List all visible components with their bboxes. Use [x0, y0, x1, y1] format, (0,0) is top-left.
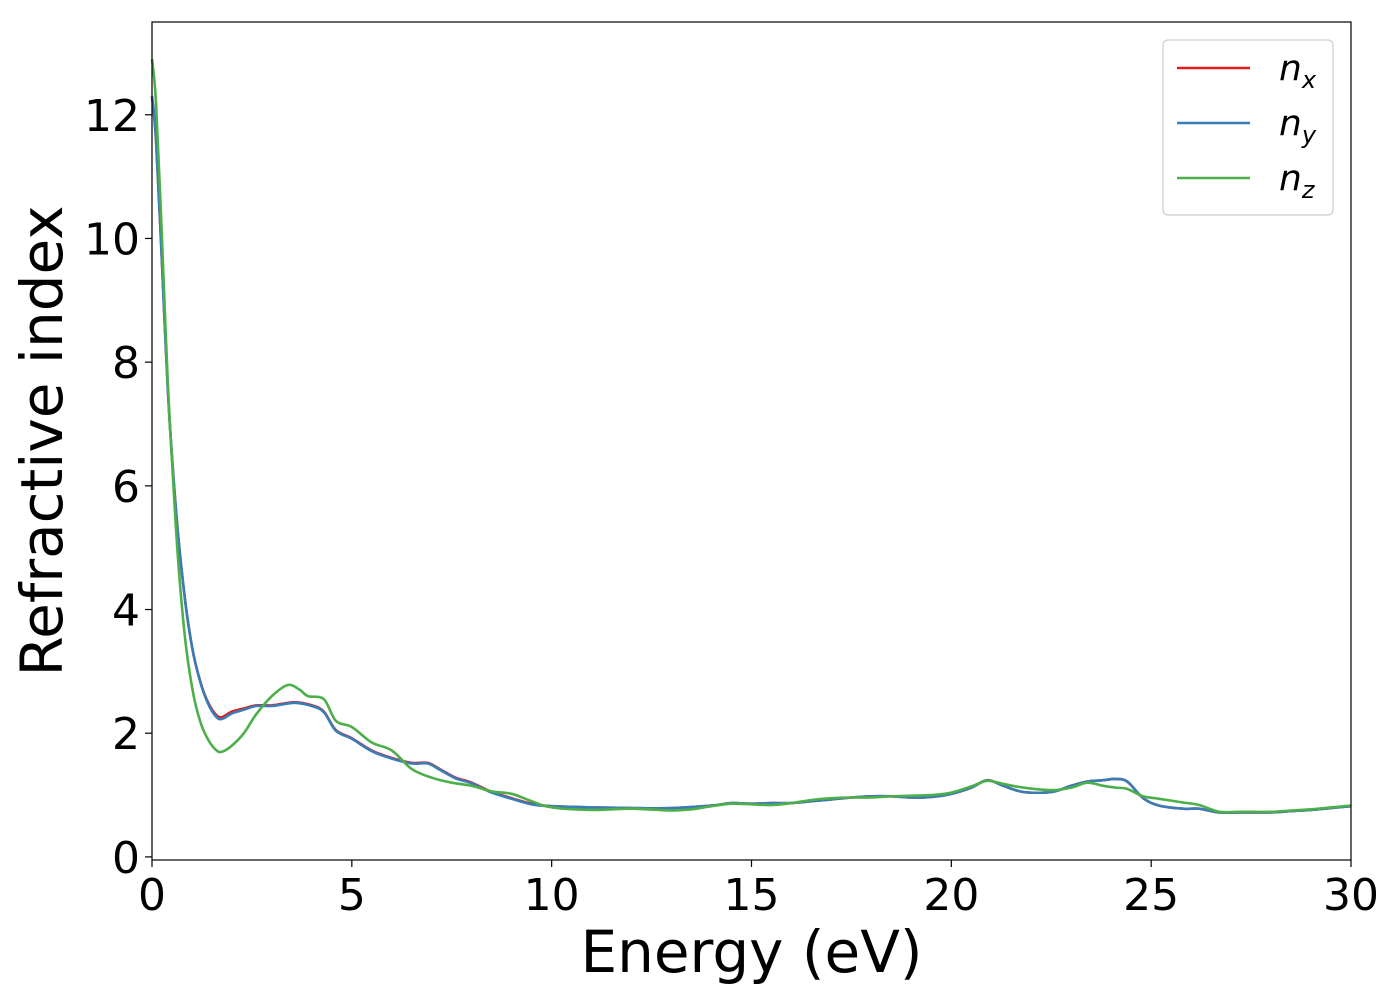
x-tick-label: 5: [338, 870, 366, 921]
y-tick-label: 12: [84, 91, 140, 142]
legend-box: [1162, 39, 1334, 216]
x-axis-ticks: 0 5 10 15 20 25 30: [138, 860, 1379, 921]
x-tick-label: 20: [923, 870, 979, 921]
y-tick-label: 2: [112, 709, 140, 760]
legend-label-z: nz: [1279, 158, 1316, 204]
y-tick-label: 4: [112, 586, 140, 637]
y-tick-label: 6: [112, 462, 140, 513]
series-line-z: [150, 58, 1352, 814]
x-tick-label: 30: [1323, 870, 1379, 921]
x-tick-label: 25: [1123, 870, 1179, 921]
y-tick-label: 8: [112, 338, 140, 389]
x-tick-label: 0: [138, 870, 166, 921]
y-axis-title: Refractive index: [8, 205, 76, 676]
y-tick-label: 10: [84, 214, 140, 265]
y-tick-label: 0: [112, 833, 140, 884]
legend-label-y: ny: [1279, 103, 1317, 149]
x-tick-label: 10: [524, 870, 580, 921]
x-tick-label: 15: [724, 870, 780, 921]
legend-label-x: nx: [1279, 48, 1317, 94]
x-axis-title: Energy (eV): [580, 918, 922, 986]
y-axis-ticks: 0 2 4 6 8 10 12: [84, 91, 152, 884]
legend: nx ny nz: [1162, 39, 1334, 216]
series-lines: [150, 58, 1352, 814]
